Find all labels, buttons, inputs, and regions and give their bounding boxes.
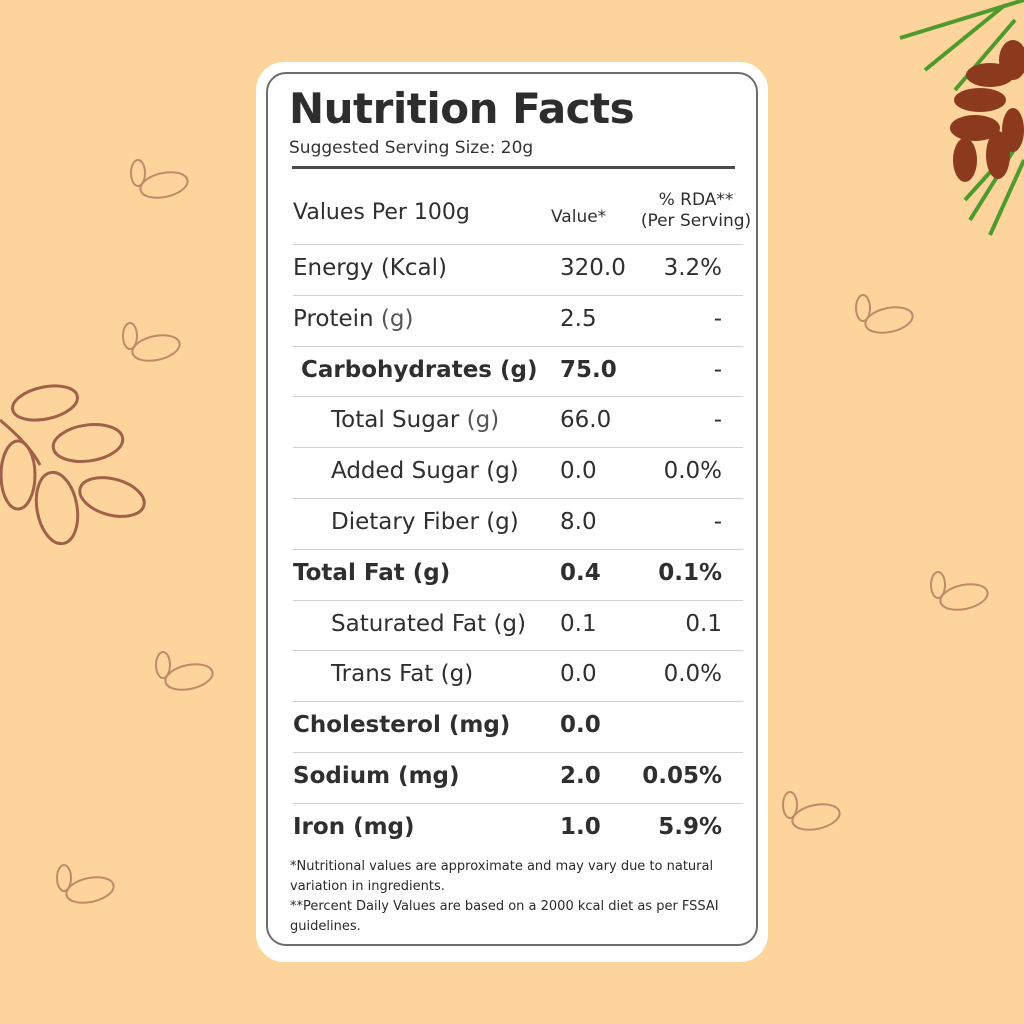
row-rda: 3.2%	[663, 255, 722, 281]
row-label: Total Fat (g)	[293, 559, 451, 586]
header-value: Value*	[551, 207, 607, 227]
row-value: 8.0	[560, 508, 597, 535]
header-rda: % RDA** (Per Serving)	[636, 190, 756, 232]
page-title: Nutrition Facts	[289, 84, 635, 133]
row-rda: 0.05%	[642, 762, 722, 789]
date-outline-icon	[782, 791, 841, 831]
table-row: Added Sugar (g) 0.0 0.0%	[293, 447, 743, 498]
row-rda: -	[713, 407, 722, 434]
row-value: 66.0	[560, 407, 612, 434]
footnote-rda: **Percent Daily Values are based on a 20…	[290, 899, 719, 934]
header-rda-line2: (Per Serving)	[640, 211, 752, 231]
serving-size: Suggested Serving Size: 20g	[289, 138, 534, 158]
row-rda: -	[713, 305, 722, 332]
row-rda: 0.0%	[663, 458, 722, 485]
row-value: 2.0	[560, 762, 601, 789]
date-outline-icon	[122, 322, 181, 362]
table-row: Cholesterol (mg) 0.0	[293, 701, 743, 752]
row-value: 0.1	[560, 610, 597, 637]
nutrition-card-border	[266, 72, 758, 946]
row-label: Added Sugar (g)	[331, 458, 519, 485]
table-row: Saturated Fat (g) 0.1 0.1	[293, 599, 743, 651]
row-value: 75.0	[560, 356, 617, 383]
header-label: Values Per 100g	[293, 200, 470, 225]
row-label: Trans Fat (g)	[331, 661, 474, 688]
footnote-values: *Nutritional values are approximate and …	[290, 859, 714, 894]
row-rda: 0.1	[685, 610, 722, 637]
table-row: Carbohydrates (g) 75.0 -	[293, 345, 743, 397]
row-label: Energy (Kcal)	[293, 255, 447, 281]
date-outline-icon	[155, 651, 214, 691]
title-divider	[292, 166, 735, 169]
row-value: 0.0	[560, 661, 597, 688]
table-row: Dietary Fiber (g) 8.0 -	[293, 497, 743, 549]
date-outline-icon	[130, 159, 189, 199]
row-label: Saturated Fat (g)	[331, 610, 527, 637]
row-rda: -	[713, 508, 722, 535]
row-value: 0.0	[560, 458, 597, 485]
row-label: Carbohydrates (g)	[301, 356, 538, 383]
row-rda: -	[713, 356, 722, 383]
dates-illustration-icon	[899, 0, 1024, 236]
table-row: Trans Fat (g) 0.0 0.0%	[293, 650, 743, 701]
row-rda: 5.9%	[658, 813, 722, 840]
row-label: Protein (g)	[293, 305, 414, 332]
table-row: Iron (mg) 1.0 5.9%	[293, 802, 743, 854]
row-label: Dietary Fiber (g)	[331, 508, 519, 535]
date-outline-icon	[56, 864, 115, 904]
row-value: 2.5	[560, 305, 597, 332]
row-label: Total Sugar (g)	[331, 407, 500, 434]
row-label: Sodium (mg)	[293, 762, 460, 789]
row-value: 0.4	[560, 559, 601, 586]
table-row: Total Sugar (g) 66.0 -	[293, 396, 743, 447]
date-outline-icon	[855, 294, 914, 334]
date-outline-icon	[930, 571, 989, 611]
table-row: Sodium (mg) 2.0 0.05%	[293, 751, 743, 803]
table-row: Total Fat (g) 0.4 0.1%	[293, 548, 743, 600]
dates-outline-cluster-icon	[0, 384, 146, 546]
table-row: Protein (g) 2.5 -	[293, 294, 743, 346]
row-value: 0.0	[560, 712, 601, 739]
row-label: Iron (mg)	[293, 813, 415, 840]
row-label: Cholesterol (mg)	[293, 712, 511, 739]
row-rda: 0.0%	[663, 661, 722, 688]
footnotes: *Nutritional values are approximate and …	[290, 857, 720, 937]
table-row: Energy (Kcal) 320.0 3.2%	[293, 244, 743, 295]
row-value: 1.0	[560, 813, 601, 840]
nutrition-card	[256, 62, 768, 962]
row-value: 320.0	[560, 255, 626, 281]
nutrition-table: Energy (Kcal) 320.0 3.2% Protein (g) 2.5 - C…	[293, 244, 743, 854]
header-rda-line1: % RDA**	[658, 190, 734, 210]
row-rda: 0.1%	[658, 559, 722, 586]
